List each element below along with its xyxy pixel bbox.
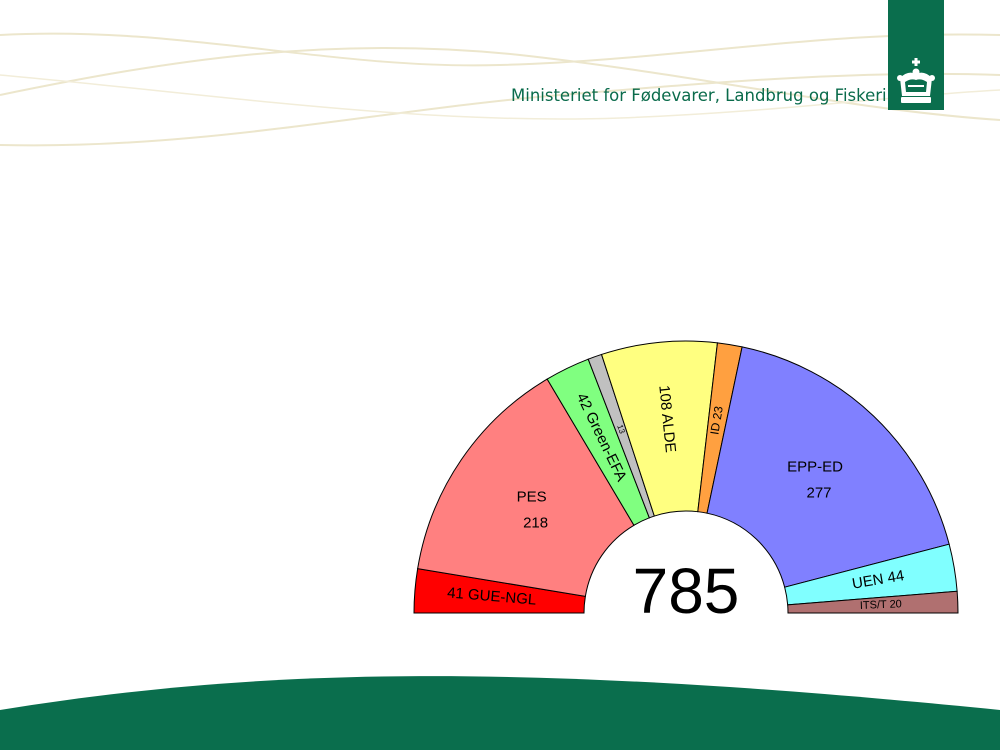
ministry-name: Ministeriet for Fødevarer, Landbrug og F…	[511, 86, 887, 105]
segment-label-alde: 108 ALDE	[655, 384, 679, 453]
segment-pes	[417, 378, 635, 597]
ministry-logo	[888, 0, 944, 110]
segment-label-its: ITS/T 20	[860, 598, 902, 612]
segment-label-ni: 13	[615, 423, 627, 435]
segment-label-id: ID 23	[707, 405, 725, 436]
segment-label-epp-ed: EPP-ED 277	[787, 459, 843, 502]
center-total-label: 785	[633, 555, 740, 627]
bottom-green-band	[0, 676, 1000, 750]
decorative-waves	[0, 32, 1000, 147]
crown-icon	[897, 58, 935, 103]
segment-epp-ed	[706, 346, 950, 588]
segment-its	[787, 590, 959, 614]
segment-label-pes: PES 218	[517, 488, 549, 531]
